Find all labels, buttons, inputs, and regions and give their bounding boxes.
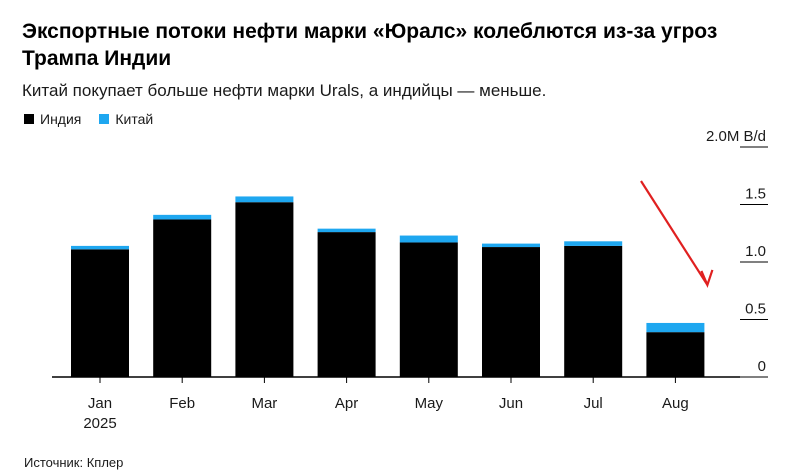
x-tick-label: May	[415, 395, 444, 412]
legend-item-india: Индия	[24, 111, 81, 127]
legend-label-china: Китай	[115, 111, 154, 127]
x-tick-label: Aug	[662, 395, 689, 412]
bar-india	[71, 249, 129, 377]
annotation-arrow-shaft	[640, 180, 709, 286]
legend-swatch-china	[99, 114, 110, 124]
legend-label-india: Индия	[40, 111, 82, 127]
bar-india	[317, 232, 376, 377]
x-tick-label: Jan	[88, 395, 112, 412]
y-tick-label: 0.5	[745, 301, 766, 318]
annotation-arrow-head	[700, 269, 714, 289]
bar-china	[564, 241, 623, 246]
chart-subtitle: Китай покупает больше нефти марки Urals,…	[22, 81, 547, 100]
legend: Индия Китай	[24, 111, 153, 127]
source-note: Источник: Кплер	[24, 455, 124, 470]
bar-china	[317, 228, 376, 233]
x-tick-label: Feb	[169, 395, 195, 412]
bar-india	[564, 245, 623, 377]
bar-india	[399, 242, 458, 377]
x-tick-sublabel: 2025	[83, 415, 116, 432]
chart-title: Экспортные потоки нефти марки «Юралс» ко…	[22, 20, 718, 70]
x-tick-label: Jun	[499, 395, 523, 412]
bar-india	[153, 219, 212, 377]
bar-india	[235, 202, 294, 377]
y-tick-label: 2.0M B/d	[706, 128, 766, 145]
bar-china	[399, 235, 458, 243]
bar-india	[482, 247, 540, 377]
bar-china	[71, 245, 129, 250]
bar-china	[482, 243, 540, 248]
x-tick-label: Jul	[584, 395, 603, 412]
y-tick-label: 1.5	[745, 186, 766, 203]
y-tick-label: 0	[758, 358, 766, 375]
legend-swatch-india	[24, 114, 34, 124]
bar-china	[646, 322, 705, 333]
bar-china	[235, 196, 294, 203]
bar-china	[153, 214, 212, 220]
y-tick-label: 1.0	[745, 243, 766, 260]
legend-item-china: Китай	[99, 111, 153, 127]
x-tick-label: Apr	[335, 395, 358, 412]
bar-india	[646, 332, 705, 377]
x-tick-label: Mar	[251, 395, 277, 412]
